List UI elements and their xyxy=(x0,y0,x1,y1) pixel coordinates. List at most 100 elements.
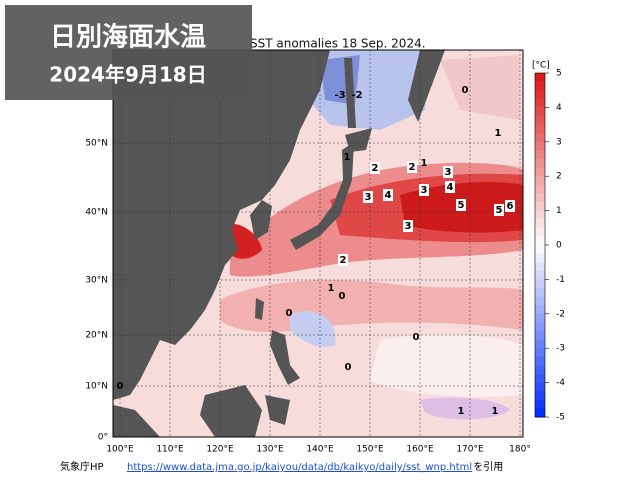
contour-label: 1 xyxy=(421,158,428,169)
lon-label: 170°E xyxy=(456,445,484,455)
map-area xyxy=(113,50,523,437)
contour-label-box xyxy=(456,199,466,211)
colorbar-tick-label: 2 xyxy=(556,172,562,182)
land xyxy=(200,385,262,437)
land xyxy=(270,330,300,385)
map-frame xyxy=(112,49,524,438)
colorbar-step xyxy=(535,81,545,91)
contour-label: -3 xyxy=(334,90,345,101)
date: 2024年9月18日 xyxy=(49,63,206,87)
colorbar-step xyxy=(535,202,545,212)
colorbar-step xyxy=(535,133,545,143)
graticule xyxy=(113,50,523,437)
colorbar-step xyxy=(535,210,545,220)
anomaly xyxy=(440,55,520,120)
title: 日別海面水温 xyxy=(50,23,206,53)
lon-label: 150°E xyxy=(356,445,384,455)
lon-label: 180° xyxy=(509,445,531,455)
source-link[interactable]: https://www.data.jma.go.jp/kaiyou/data/d… xyxy=(127,462,472,473)
contour-label: 0 xyxy=(286,308,293,319)
colorbar-tick-label: 0 xyxy=(556,241,562,251)
anomaly xyxy=(420,397,510,420)
contour-label: 0 xyxy=(339,291,346,302)
lon-label: 120°E xyxy=(206,445,234,455)
colorbar-step xyxy=(535,322,545,332)
colorbar-step xyxy=(535,399,545,409)
contour-label: 0 xyxy=(117,381,124,392)
lon-label: 140°E xyxy=(306,445,334,455)
cold-anomaly xyxy=(290,311,336,348)
contour-label: 3 xyxy=(421,185,428,196)
contour-label: 5 xyxy=(458,200,465,211)
contour-label: 1 xyxy=(344,152,351,163)
lat-label: 40°N xyxy=(85,208,108,218)
colorbar-step xyxy=(535,374,545,384)
colorbar-step xyxy=(535,193,545,203)
contour-label: 2 xyxy=(409,162,416,173)
colorbar-step xyxy=(535,296,545,306)
colorbar-step xyxy=(535,279,545,289)
land xyxy=(408,50,445,122)
colorbar-step xyxy=(535,356,545,366)
colorbar-step xyxy=(535,305,545,315)
contour-label: 6 xyxy=(507,201,514,212)
colorbar-step xyxy=(535,262,545,272)
title-box xyxy=(5,5,252,100)
contour-label-box xyxy=(338,254,348,266)
lat-label: 10°N xyxy=(85,382,108,392)
contour-label: 2 xyxy=(340,255,347,266)
colorbar-step xyxy=(535,391,545,401)
colorbar-tick-label: 4 xyxy=(556,103,562,113)
colorbar-step xyxy=(535,73,545,83)
contour-label: 0 xyxy=(413,332,420,343)
contour-label: 3 xyxy=(365,192,372,203)
contour-label: 4 xyxy=(447,182,454,193)
colorbar-step xyxy=(535,107,545,117)
contour-label-box xyxy=(370,162,380,174)
contour-label: 5 xyxy=(496,205,503,216)
lon-label: 130°E xyxy=(256,445,284,455)
colorbar-step xyxy=(535,227,545,237)
colorbar-tick-label: -5 xyxy=(556,413,565,423)
colorbar-step xyxy=(535,150,545,160)
contour-label-box xyxy=(363,191,373,203)
contour-label: -2 xyxy=(351,90,362,101)
colorbar-step xyxy=(535,98,545,108)
contour-label: 1 xyxy=(458,406,465,417)
contour-label-box xyxy=(419,184,429,196)
colorbar-step xyxy=(535,339,545,349)
lat-label: 20°N xyxy=(85,331,108,341)
colorbar-step xyxy=(535,382,545,392)
colorbar-step xyxy=(535,288,545,298)
lat-label: 0° xyxy=(98,433,108,443)
colorbar-tick-label: 3 xyxy=(556,137,562,147)
colorbar-step xyxy=(535,90,545,100)
contour-label: 1 xyxy=(495,128,502,139)
contour-label-box xyxy=(494,204,504,216)
colorbar-step xyxy=(535,167,545,177)
contour-label-box xyxy=(505,200,515,212)
land xyxy=(255,298,264,320)
contour-label-box xyxy=(445,181,455,193)
colorbar-step xyxy=(535,176,545,186)
contour-label: 0 xyxy=(462,85,469,96)
land xyxy=(344,58,356,128)
contour-label: 1 xyxy=(492,406,499,417)
colorbar-step xyxy=(535,236,545,246)
lon-label: 100°E xyxy=(106,445,134,455)
contour-label: 0 xyxy=(345,362,352,373)
colorbar-step xyxy=(535,116,545,126)
colorbar-unit: [°C] xyxy=(532,61,550,71)
land xyxy=(113,50,330,400)
colorbar-step xyxy=(535,245,545,255)
colorbar-step xyxy=(535,141,545,151)
colorbar-step xyxy=(535,331,545,341)
colorbar-tick-label: 1 xyxy=(556,206,562,216)
colorbar-tick-label: -1 xyxy=(556,275,565,285)
colorbar-step xyxy=(535,253,545,263)
colorbar-step xyxy=(535,365,545,375)
colorbar-tick-label: -4 xyxy=(556,378,565,388)
land xyxy=(265,395,290,425)
